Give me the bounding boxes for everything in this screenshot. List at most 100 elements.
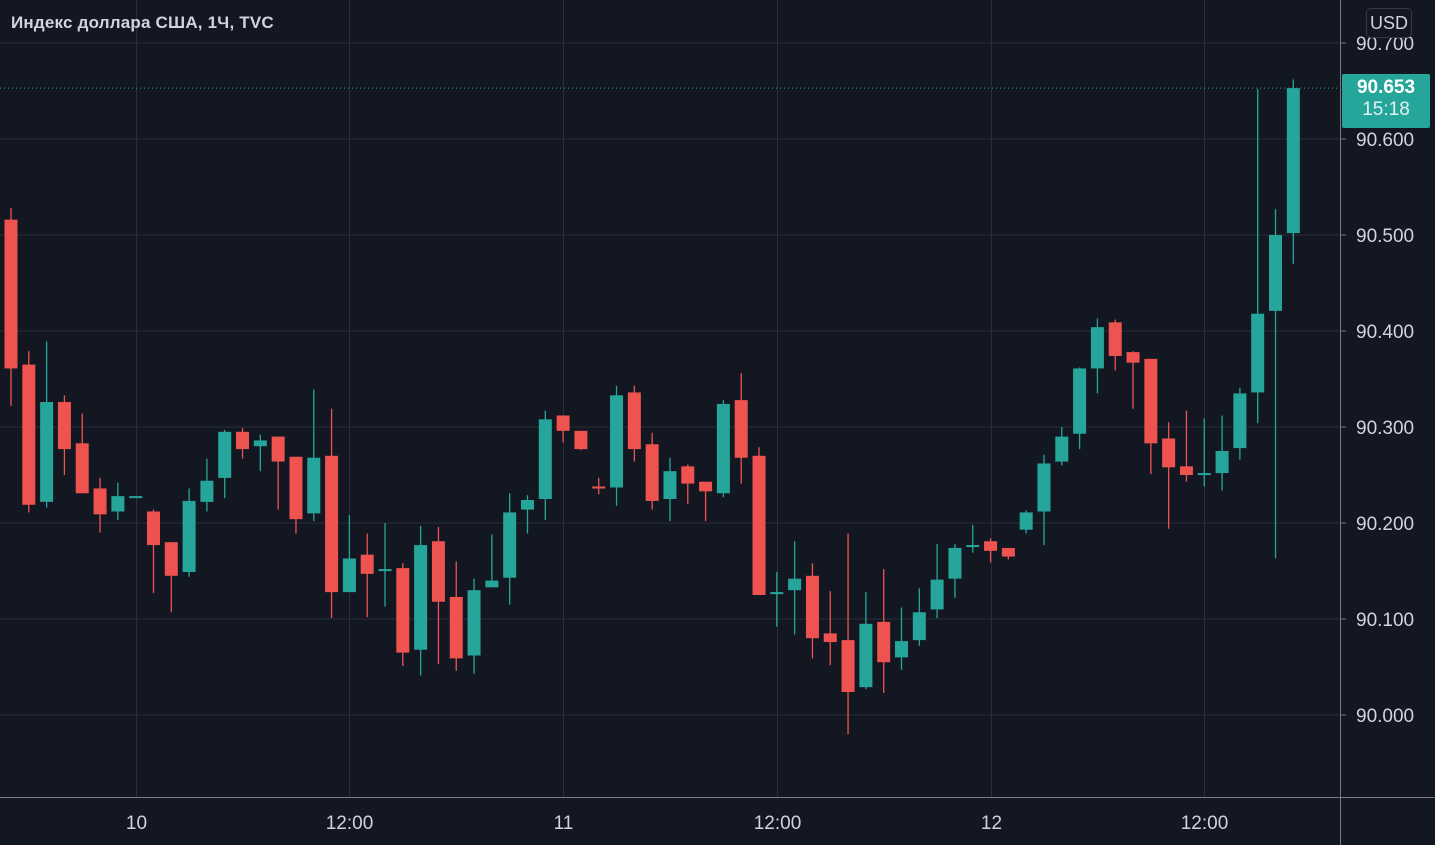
candle-body	[912, 612, 926, 641]
candle-down	[93, 477, 107, 533]
candle-up	[1197, 418, 1211, 487]
candle-down	[449, 561, 463, 671]
candle-body	[1197, 473, 1211, 476]
candle-down	[22, 351, 36, 513]
candle-body	[984, 541, 998, 551]
candle-down	[752, 447, 766, 595]
candle-body	[22, 364, 36, 505]
candle-up	[520, 495, 534, 534]
candle-up	[129, 496, 143, 499]
candle-body	[396, 568, 410, 653]
candle-body	[342, 558, 356, 593]
candle-body	[538, 419, 552, 499]
y-tick-label: 90.000	[1356, 706, 1414, 727]
candle-up	[1233, 387, 1247, 460]
candle-body	[325, 455, 339, 593]
candle-body	[841, 640, 855, 692]
candle-body	[485, 580, 499, 588]
candle-body	[431, 541, 445, 602]
chart-title: Индекс доллара США, 1Ч, TVC	[11, 13, 274, 32]
candle-body	[1126, 352, 1140, 363]
candle-up	[1019, 510, 1033, 534]
candle-body	[1001, 547, 1015, 557]
candle-body	[57, 402, 71, 450]
candle-down	[627, 385, 641, 462]
candle-body	[378, 569, 392, 572]
y-tick-label: 90.700	[1356, 34, 1414, 55]
candle-up	[930, 544, 944, 619]
candle-body	[1090, 327, 1104, 369]
candle-body	[40, 402, 54, 502]
candle-body	[556, 415, 570, 431]
y-tick-label: 90.500	[1356, 226, 1414, 247]
candle-body	[1286, 88, 1300, 234]
candle-body	[966, 545, 980, 548]
candle-body	[770, 592, 784, 595]
candle-up	[1090, 318, 1104, 394]
candle-body	[164, 542, 178, 576]
candle-body	[1233, 393, 1247, 449]
candle-up	[663, 457, 677, 522]
candle-up	[538, 410, 552, 521]
candle-up	[111, 482, 125, 521]
candle-down	[1126, 351, 1140, 409]
candle-up	[948, 544, 962, 598]
candle-down	[734, 373, 748, 484]
candle-body	[592, 486, 606, 489]
candle-body	[289, 456, 303, 520]
candle-down	[146, 509, 160, 594]
bar-countdown: 15:18	[1362, 99, 1410, 120]
candle-body	[75, 443, 89, 494]
candle-body	[111, 496, 125, 512]
candle-down	[75, 413, 89, 494]
candle-body	[1162, 438, 1176, 468]
last-price-value: 90.653	[1356, 77, 1416, 98]
candle-down	[841, 533, 855, 735]
candle-body	[859, 623, 873, 688]
candle-body	[877, 621, 891, 663]
x-tick-label: 12:00	[1181, 813, 1229, 834]
candle-up	[1073, 367, 1087, 450]
candle-up	[1215, 415, 1229, 491]
candle-body	[574, 430, 588, 450]
candle-body	[129, 496, 143, 499]
candle-body	[734, 400, 748, 458]
candle-up	[1269, 209, 1283, 559]
currency-button[interactable]: USD	[1366, 8, 1412, 38]
candle-down	[396, 563, 410, 667]
candle-body	[823, 633, 837, 643]
candle-down	[164, 542, 178, 613]
candle-up	[182, 488, 196, 577]
candle-up	[1055, 427, 1069, 466]
candle-body	[307, 457, 321, 514]
candle-body	[1073, 368, 1087, 434]
grid	[0, 0, 1340, 797]
candle-down	[431, 526, 445, 665]
candle-up	[912, 588, 926, 646]
candle-body	[146, 511, 160, 546]
candle-body	[610, 395, 624, 488]
candle-body	[805, 575, 819, 639]
candle-down	[699, 481, 713, 522]
candle-down	[574, 430, 588, 451]
y-tick-label: 90.100	[1356, 610, 1414, 631]
candle-down	[289, 456, 303, 534]
candle-up	[218, 429, 232, 499]
candle-body	[930, 579, 944, 610]
candle-body	[1251, 313, 1265, 393]
x-tick-label: 11	[554, 813, 574, 834]
candle-up	[414, 525, 428, 676]
candle-body	[182, 500, 196, 572]
candle-body	[236, 431, 250, 450]
candle-body	[948, 547, 962, 579]
candle-up	[378, 523, 392, 607]
candle-down	[645, 432, 659, 510]
x-tick-label: 12	[981, 813, 1002, 834]
candle-down	[57, 395, 71, 475]
candle-body	[520, 499, 534, 510]
candle-up	[485, 534, 499, 588]
candle-up	[1037, 454, 1051, 546]
candle-body	[681, 466, 695, 484]
candle-body	[253, 440, 267, 447]
